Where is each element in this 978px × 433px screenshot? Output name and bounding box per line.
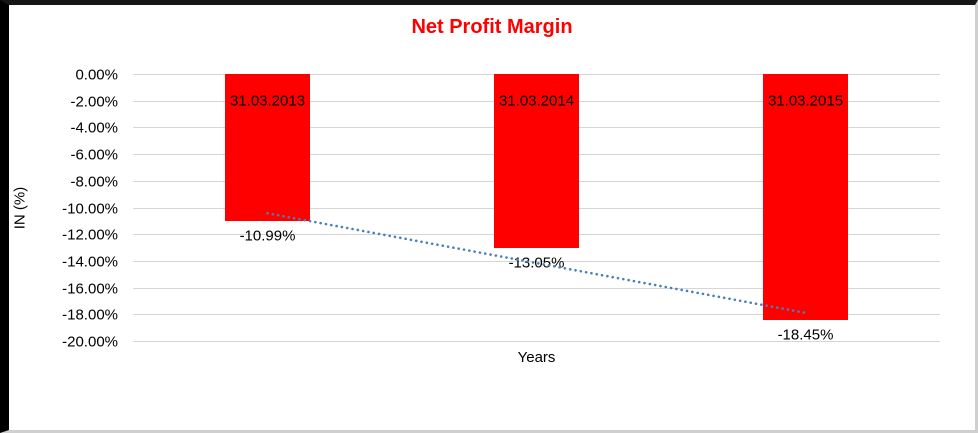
- gridline: [133, 341, 940, 342]
- y-tick-label: -16.00%: [62, 280, 118, 298]
- y-tick-label: 0.00%: [75, 66, 118, 84]
- y-axis-title: IN (%): [11, 186, 29, 229]
- category-label: 31.03.2014: [498, 92, 575, 110]
- category-label: 31.03.2015: [767, 92, 844, 110]
- data-label: -13.05%: [508, 254, 565, 272]
- y-tick-label: -6.00%: [70, 146, 118, 164]
- y-tick-label: -20.00%: [62, 333, 118, 351]
- gridline: [133, 314, 940, 316]
- y-tick-label: -2.00%: [70, 93, 118, 111]
- y-tick-label: -18.00%: [62, 306, 118, 324]
- chart-title: Net Profit Margin: [411, 16, 573, 38]
- y-tick-label: -4.00%: [70, 119, 118, 137]
- category-label: 31.03.2013: [229, 92, 306, 110]
- x-axis-title: Years: [517, 349, 556, 366]
- bar-31.03.2013: [225, 74, 310, 221]
- y-tick-label: -12.00%: [62, 226, 118, 244]
- data-label: -10.99%: [239, 227, 296, 245]
- y-tick-label: -8.00%: [70, 173, 118, 191]
- y-tick-label: -14.00%: [62, 253, 118, 271]
- data-label: -18.45%: [777, 326, 834, 344]
- y-tick-label: -10.00%: [62, 200, 118, 217]
- bar-31.03.2015: [763, 74, 848, 321]
